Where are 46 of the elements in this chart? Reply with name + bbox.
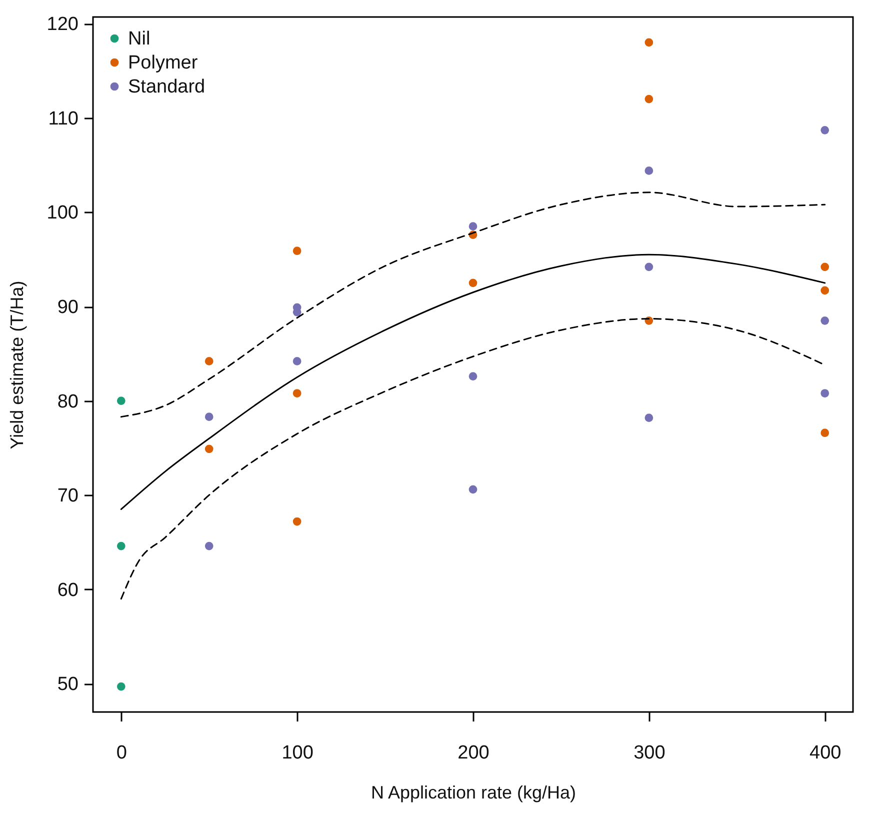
y-tick-label: 60 (57, 580, 78, 601)
legend-label: Standard (128, 76, 206, 98)
point (116, 396, 126, 405)
y-tick-label: 100 (46, 202, 78, 224)
x-axis-title: N Application rate (kg/Ha) (370, 782, 576, 802)
point (468, 485, 478, 494)
y-tick-label: 120 (46, 14, 78, 36)
point (644, 262, 654, 272)
point (116, 542, 126, 550)
point (204, 444, 214, 454)
legend-label: Nil (128, 28, 150, 50)
point (468, 372, 478, 380)
y-tick-label: 110 (48, 108, 78, 130)
x-tick-label: 100 (282, 742, 314, 764)
x-tick-label: 200 (458, 742, 490, 764)
x-tick-label: 400 (810, 742, 842, 764)
point (292, 357, 302, 366)
point (820, 316, 830, 325)
point (292, 389, 302, 398)
y-tick-label: 90 (57, 297, 78, 318)
point (204, 357, 214, 366)
y-tick-label: 70 (57, 486, 78, 507)
x-tick-label: 300 (634, 742, 666, 764)
point (204, 412, 214, 422)
x-tick-label: 0 (116, 742, 127, 764)
point (820, 126, 830, 134)
point (820, 428, 830, 438)
point (644, 166, 654, 175)
line-series (120, 254, 826, 510)
line-series (120, 192, 826, 418)
point (468, 278, 478, 288)
point (468, 222, 478, 231)
point (644, 94, 654, 104)
point (644, 414, 654, 422)
legend-label: Polymer (128, 52, 198, 74)
point (820, 389, 830, 398)
y-axis-title: Yield estimate (T/Ha) (6, 280, 27, 450)
point (292, 517, 302, 526)
point (820, 262, 830, 272)
y-tick-label: 80 (57, 391, 78, 412)
point (116, 682, 126, 691)
point (292, 246, 302, 256)
point (820, 286, 830, 295)
point (644, 38, 654, 47)
point (204, 542, 214, 550)
y-tick-label: 50 (57, 674, 78, 696)
